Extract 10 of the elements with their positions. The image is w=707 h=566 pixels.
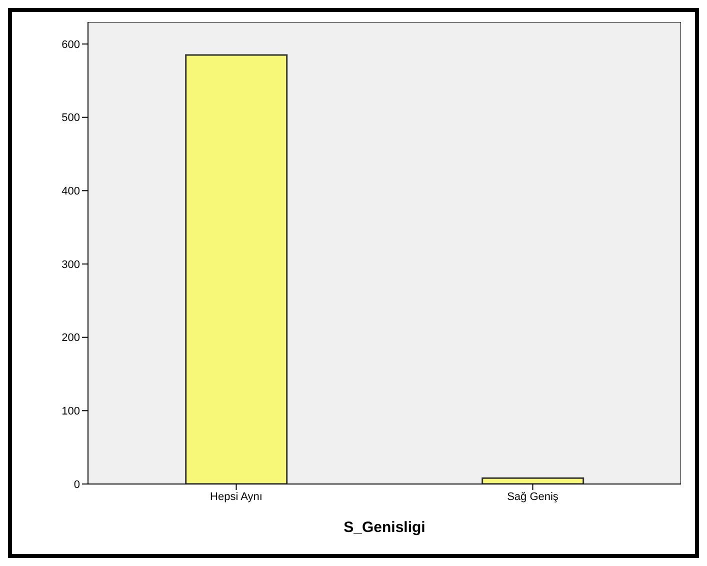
y-tick-label: 300 bbox=[62, 258, 80, 271]
x-tick-label: Hepsi Aynı bbox=[210, 490, 262, 503]
y-tick-label: 100 bbox=[62, 406, 80, 418]
y-tick-label: 0 bbox=[74, 478, 80, 491]
x-tick-label: Sağ Geniş bbox=[507, 490, 559, 503]
y-tick-label: 500 bbox=[62, 112, 80, 124]
x-axis-title: S_Genisligi bbox=[344, 519, 426, 536]
y-tick-label: 400 bbox=[62, 186, 80, 198]
y-tick-label: 200 bbox=[62, 332, 80, 344]
y-tick-label: 600 bbox=[62, 38, 80, 51]
